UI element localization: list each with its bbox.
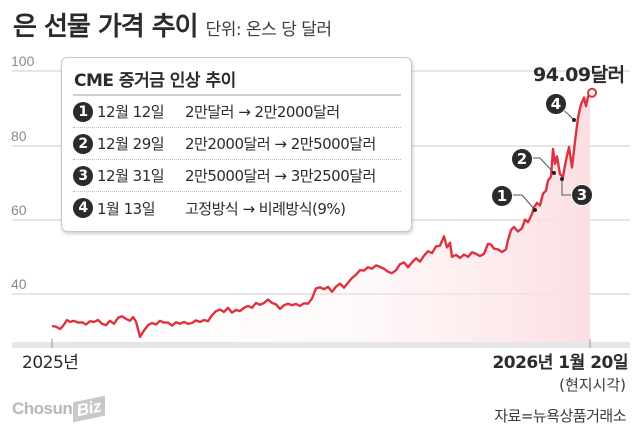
unit-label: 단위: 온스 당 달러	[205, 20, 332, 40]
legend-row: 4 1월 13일 고정방식 → 비례방식(9%)	[73, 192, 401, 224]
legend-row: 1 12월 12일 2만달러 → 2만2000달러	[73, 96, 401, 128]
x-axis-start-label: 2025년	[22, 353, 79, 373]
marker-1-dot	[533, 208, 537, 212]
chart-title: 은 선물 가격 추이	[13, 12, 199, 42]
number-badge-icon: 1	[73, 101, 93, 122]
chosunbiz-logo: Chosun Biz	[12, 395, 106, 423]
logo-main: Chosun	[12, 399, 73, 418]
legend-change: 2만2000달러 → 2만5000달러	[185, 135, 376, 153]
number-badge-icon: 4	[73, 198, 93, 218]
legend-date: 1월 13일	[97, 199, 156, 218]
legend-title: CME 증거금 인상 추이	[73, 66, 401, 96]
legend-date: 12월 29일	[97, 135, 165, 153]
x-axis-bar	[12, 342, 630, 348]
number-badge-icon: 2	[73, 133, 93, 154]
legend-date: 12월 12일	[97, 103, 165, 121]
legend-change: 2만달러 → 2만2000달러	[185, 103, 340, 121]
legend-row: 2 12월 29일 2만2000달러 → 2만5000달러	[73, 128, 401, 160]
legend-change: 고정방식 → 비례방식(9%)	[185, 199, 346, 218]
marker-1-icon: 1	[491, 185, 513, 207]
marker-2-leader	[532, 157, 555, 174]
final-value-label: 94.09달러	[533, 64, 625, 86]
marker-2-dot	[552, 171, 556, 175]
legend-row: 3 12월 31일 2만5000달러 → 3만2500달러	[73, 160, 401, 192]
number-badge-icon: 3	[73, 165, 93, 186]
marker-4-dot	[572, 118, 576, 122]
y-tick-80: 80	[11, 128, 27, 144]
marker-3-leader	[561, 179, 572, 196]
source-label: 자료=뉴욕상품거래소	[494, 407, 626, 425]
marker-2-icon: 2	[511, 148, 533, 170]
y-tick-60: 60	[11, 202, 27, 218]
margin-hike-legend: CME 증거금 인상 추이 1 12월 12일 2만달러 → 2만2000달러 …	[61, 57, 412, 232]
price-line	[51, 92, 592, 338]
x-axis-end-sublabel: (현지시각)	[559, 376, 626, 394]
marker-1-leader	[512, 194, 536, 211]
title-row: 은 선물 가격 추이 단위: 온스 당 달러	[13, 6, 332, 43]
marker-4-icon: 4	[545, 93, 567, 115]
marker-3-dot	[560, 177, 564, 181]
y-tick-40: 40	[11, 276, 27, 292]
final-point	[587, 87, 597, 98]
area-fill	[52, 92, 590, 342]
x-axis-end-label: 2026년 1월 20일	[492, 353, 628, 373]
y-tick-100: 100	[11, 53, 35, 69]
logo-biz: Biz	[73, 395, 106, 423]
legend-date: 12월 31일	[97, 167, 165, 185]
legend-change: 2만5000달러 → 3만2500달러	[185, 167, 376, 185]
marker-3-icon: 3	[571, 184, 593, 206]
